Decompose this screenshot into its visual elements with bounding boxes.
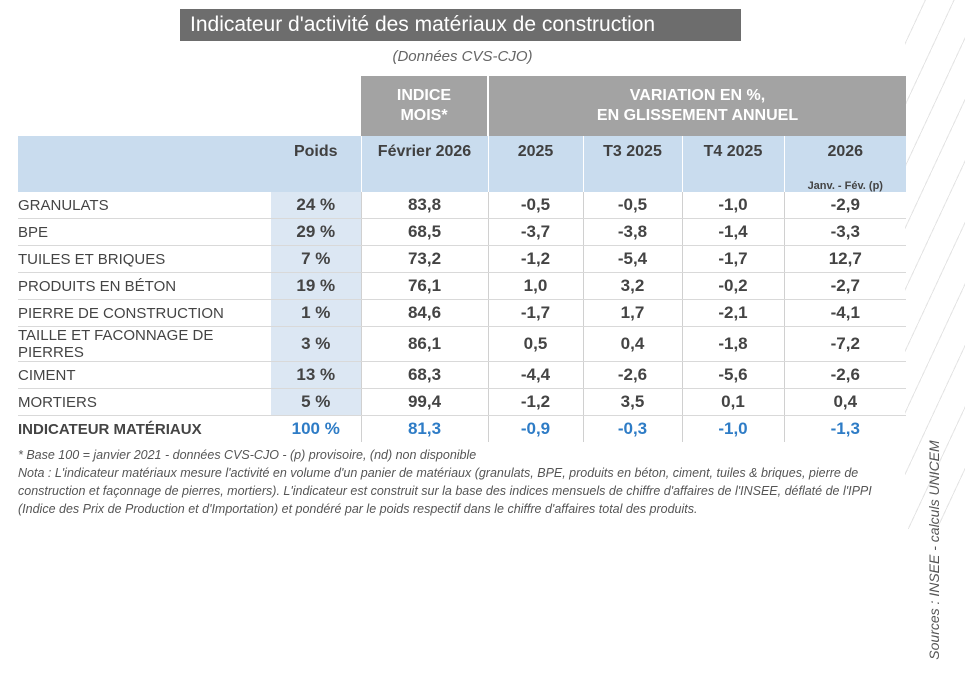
row-label: GRANULATS xyxy=(18,192,271,219)
cell-2025: -3,7 xyxy=(487,218,583,246)
cell-2026: -1,3 xyxy=(783,415,907,442)
cell-t3: 3,2 xyxy=(582,272,682,300)
cell-2026: -2,9 xyxy=(783,192,907,219)
cell-poids: 29 % xyxy=(271,218,361,246)
cell-indice: 84,6 xyxy=(360,299,488,327)
cell-poids: 13 % xyxy=(271,361,361,389)
cell-2025: 1,0 xyxy=(487,272,583,300)
col-header-2026: 2026 xyxy=(783,136,907,168)
cell-t4: 0,1 xyxy=(681,388,784,416)
cell-t4: -1,0 xyxy=(681,192,784,219)
cell-2025: -1,7 xyxy=(487,299,583,327)
cell-2026: 0,4 xyxy=(783,388,907,416)
col-header-2025: 2025 xyxy=(487,136,583,168)
cell-t3: 1,7 xyxy=(582,299,682,327)
table-row: MORTIERS 5 % 99,4 -1,2 3,5 0,1 0,4 xyxy=(18,388,907,416)
cell-poids: 7 % xyxy=(271,245,361,273)
row-label: PIERRE DE CONSTRUCTION xyxy=(18,299,271,327)
cell-2025: -0,9 xyxy=(487,415,583,442)
cell-t4: -1,0 xyxy=(681,415,784,442)
table-row: TAILLE ET FACONNAGE DE PIERRES 3 % 86,1 0,5… xyxy=(18,326,907,362)
page-title: Indicateur d'activité des matériaux de c… xyxy=(180,9,741,41)
cell-indice: 73,2 xyxy=(360,245,488,273)
cell-indice: 76,1 xyxy=(360,272,488,300)
row-label: INDICATEUR MATÉRIAUX xyxy=(18,415,271,442)
col-header-t3: T3 2025 xyxy=(582,136,682,168)
cell-t3: 0,4 xyxy=(582,326,682,362)
cell-indice: 83,8 xyxy=(360,192,488,219)
row-label: TAILLE ET FACONNAGE DE PIERRES xyxy=(18,326,271,362)
row-label: CIMENT xyxy=(18,361,271,389)
cell-t4: -5,6 xyxy=(681,361,784,389)
header-row-sub: Janv. - Fév. (p) xyxy=(18,168,907,192)
cell-poids: 19 % xyxy=(271,272,361,300)
cell-2026: 12,7 xyxy=(783,245,907,273)
table-row: PRODUITS EN BÉTON 19 % 76,1 1,0 3,2 -0,2 -2,7 xyxy=(18,272,907,300)
row-label: BPE xyxy=(18,218,271,246)
cell-poids: 3 % xyxy=(271,326,361,362)
cell-indice: 68,3 xyxy=(360,361,488,389)
cell-indice: 99,4 xyxy=(360,388,488,416)
data-table: INDICE MOIS* VARIATION EN %, EN GLISSEME… xyxy=(18,76,907,442)
cell-2025: -0,5 xyxy=(487,192,583,219)
header-row-top: INDICE MOIS* VARIATION EN %, EN GLISSEME… xyxy=(18,76,907,136)
cell-2026: -3,3 xyxy=(783,218,907,246)
cell-t4: -1,8 xyxy=(681,326,784,362)
cell-2025: 0,5 xyxy=(487,326,583,362)
cell-t3: -0,3 xyxy=(582,415,682,442)
cell-poids: 1 % xyxy=(271,299,361,327)
col-header-mois: Février 2026 xyxy=(360,136,488,168)
cell-t3: -2,6 xyxy=(582,361,682,389)
cell-t4: -2,1 xyxy=(681,299,784,327)
cell-t4: -1,4 xyxy=(681,218,784,246)
data-table-container: INDICE MOIS* VARIATION EN %, EN GLISSEME… xyxy=(18,76,907,442)
row-label: MORTIERS xyxy=(18,388,271,416)
footnotes: * Base 100 = janvier 2021 - données CVS-… xyxy=(18,446,908,518)
cell-t3: 3,5 xyxy=(582,388,682,416)
footnote-base: * Base 100 = janvier 2021 - données CVS-… xyxy=(18,448,477,462)
col-header-poids: Poids xyxy=(271,136,361,168)
cell-2026: -2,7 xyxy=(783,272,907,300)
header-variation: VARIATION EN %, EN GLISSEMENT ANNUEL xyxy=(488,76,907,136)
footnote-nota: Nota : L'indicateur matériaux mesure l'a… xyxy=(18,466,872,516)
cell-poids: 24 % xyxy=(271,192,361,219)
cell-t4: -1,7 xyxy=(681,245,784,273)
header-row-columns: Poids Février 2026 2025 T3 2025 T4 2025 … xyxy=(18,136,907,168)
table-row: CIMENT 13 % 68,3 -4,4 -2,6 -5,6 -2,6 xyxy=(18,361,907,389)
cell-t4: -0,2 xyxy=(681,272,784,300)
header-indice: INDICE MOIS* xyxy=(361,76,489,136)
col-header-t4: T4 2025 xyxy=(681,136,784,168)
page-subtitle: (Données CVS-CJO) xyxy=(392,48,533,65)
cell-indice: 86,1 xyxy=(360,326,488,362)
decorative-hatch xyxy=(905,0,965,529)
cell-poids: 5 % xyxy=(271,388,361,416)
col-header-2026-sub: Janv. - Fév. (p) xyxy=(783,168,907,192)
row-label: PRODUITS EN BÉTON xyxy=(18,272,271,300)
cell-2025: -4,4 xyxy=(487,361,583,389)
cell-2025: -1,2 xyxy=(487,388,583,416)
cell-t3: -5,4 xyxy=(582,245,682,273)
cell-indice: 81,3 xyxy=(360,415,488,442)
cell-t3: -0,5 xyxy=(582,192,682,219)
cell-2026: -4,1 xyxy=(783,299,907,327)
table-row: BPE 29 % 68,5 -3,7 -3,8 -1,4 -3,3 xyxy=(18,218,907,246)
cell-poids: 100 % xyxy=(271,415,361,442)
table-row: PIERRE DE CONSTRUCTION 1 % 84,6 -1,7 1,7 -2,1… xyxy=(18,299,907,327)
source-note: Sources : INSEE - calculs UNICEM xyxy=(926,440,942,660)
cell-2026: -2,6 xyxy=(783,361,907,389)
cell-2026: -7,2 xyxy=(783,326,907,362)
cell-2025: -1,2 xyxy=(487,245,583,273)
table-row: TUILES ET BRIQUES 7 % 73,2 -1,2 -5,4 -1,7 12,7 xyxy=(18,245,907,273)
cell-indice: 68,5 xyxy=(360,218,488,246)
total-row: INDICATEUR MATÉRIAUX 100 % 81,3 -0,9 -0,3 -1,… xyxy=(18,415,907,442)
table-row: GRANULATS 24 % 83,8 -0,5 -0,5 -1,0 -2,9 xyxy=(18,192,907,219)
cell-t3: -3,8 xyxy=(582,218,682,246)
row-label: TUILES ET BRIQUES xyxy=(18,245,271,273)
